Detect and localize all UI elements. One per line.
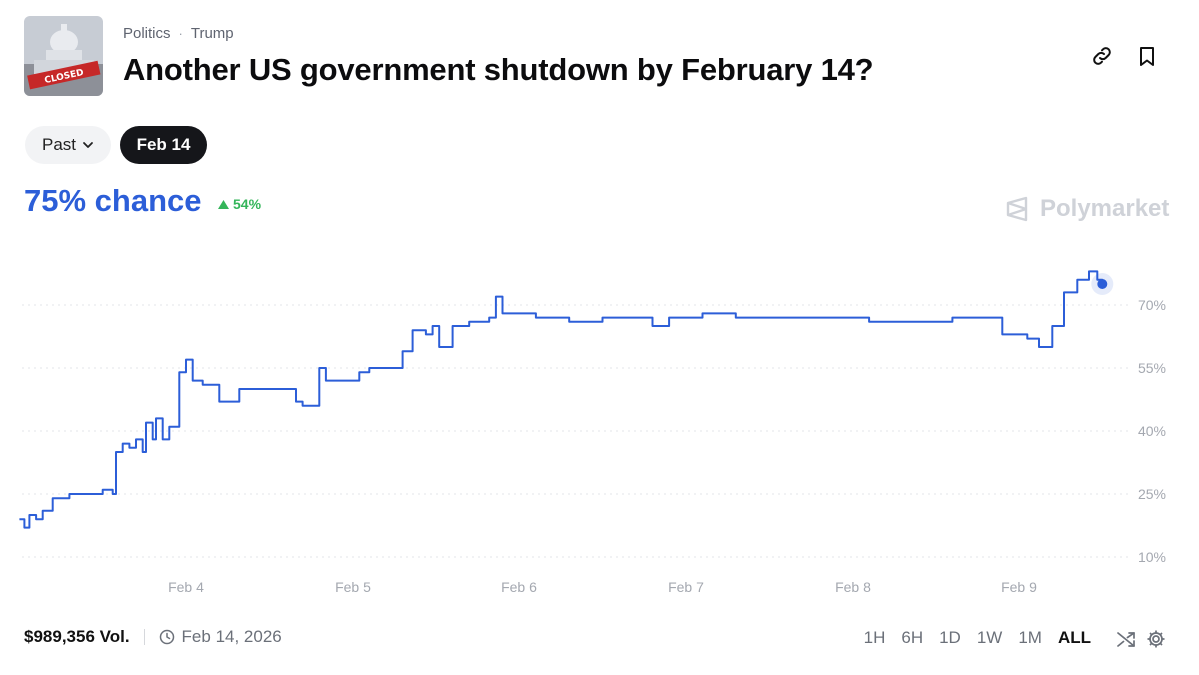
range-1h[interactable]: 1H [863,628,886,647]
end-date-text: Feb 14, 2026 [181,627,282,646]
date-pill-feb-14[interactable]: Feb 14 [120,126,207,164]
y-tick-label: 70% [1138,297,1166,313]
series-line [19,270,1104,529]
range-1w[interactable]: 1W [976,628,1003,647]
page-title: Another US government shutdown by Februa… [123,52,874,87]
range-all[interactable]: ALL [1057,628,1091,647]
divider [143,629,145,645]
volume: $989,356 Vol. [24,627,130,646]
breadcrumb-item-politics[interactable]: Politics [123,25,171,42]
polymarket-logo: Polymarket [1004,195,1169,223]
shuffle-icon[interactable] [1115,628,1137,650]
y-tick-label: 40% [1138,423,1166,439]
x-tick-label: Feb 7 [668,579,704,595]
market-footer: $989,356 Vol. Feb 14, 2026 [24,627,282,647]
clock-icon [159,629,174,645]
range-1m[interactable]: 1M [1018,628,1042,647]
market-thumbnail: CLOSED [24,16,103,96]
triangle-up-icon [218,199,229,209]
past-dropdown[interactable]: Past [25,126,111,164]
delta-value: 54% [233,196,262,212]
x-tick-label: Feb 4 [168,579,204,595]
brand-name: Polymarket [1040,195,1170,222]
x-tick-label: Feb 8 [835,579,871,595]
probability-chart: 10% 25% 40% 55% 70% Feb 4 Feb 5 Feb 6 Feb 7 Feb 8… [19,270,1166,595]
past-label: Past [41,135,77,154]
end-date: Feb 14, 2026 [159,627,282,647]
breadcrumb-item-trump[interactable]: Trump [190,25,234,42]
gear-icon[interactable] [1145,628,1167,650]
range-1d[interactable]: 1D [939,628,961,647]
link-icon[interactable] [1090,44,1114,68]
time-range-selector: 1H 6H 1D 1W 1M ALL [856,628,1099,648]
polymarket-icon [1006,196,1028,222]
x-tick-label: Feb 5 [335,579,371,595]
breadcrumb-separator: · [178,26,183,41]
x-tick-label: Feb 6 [501,579,537,595]
chance-value: 75% chance [24,183,202,218]
y-tick-label: 25% [1138,486,1166,502]
y-tick-label: 55% [1138,360,1166,376]
chevron-down-icon [83,142,93,148]
range-6h[interactable]: 6H [901,628,924,647]
breadcrumb: Politics · Trump [123,25,234,42]
y-tick-label: 10% [1138,549,1166,565]
bookmark-icon[interactable] [1135,44,1159,68]
selected-date-label: Feb 14 [136,135,191,154]
chance-delta: 54% [218,196,261,212]
current-point [1097,279,1108,289]
x-tick-label: Feb 9 [1001,579,1037,595]
